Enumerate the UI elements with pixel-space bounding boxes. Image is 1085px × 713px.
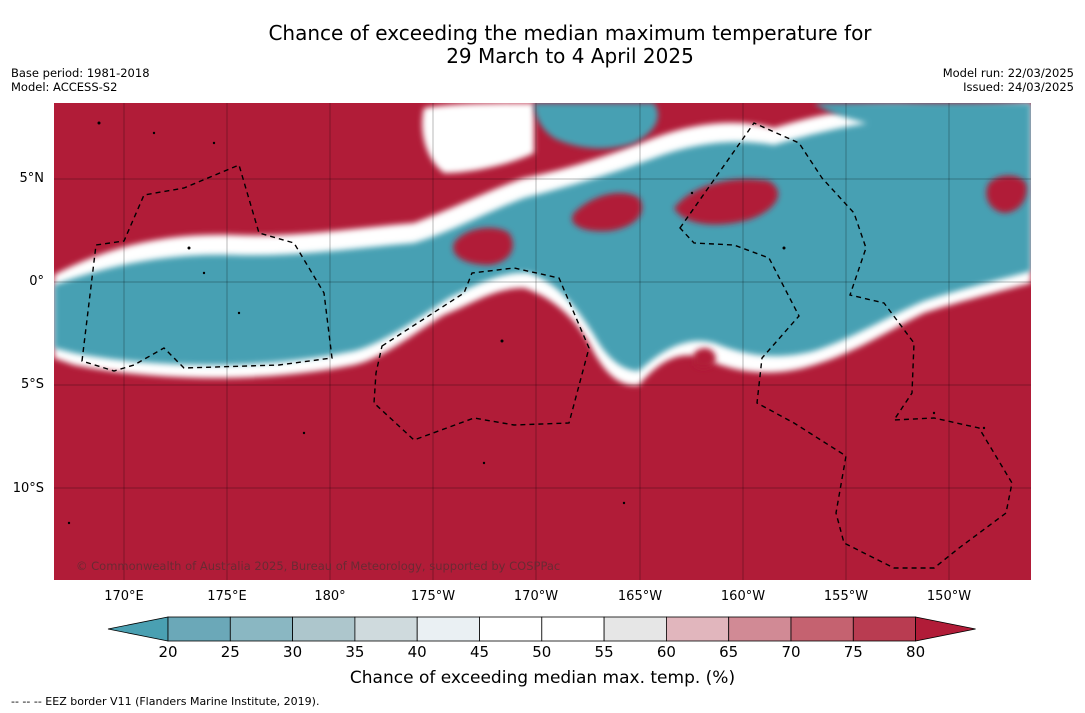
colorbar-tick-label: 30	[283, 643, 303, 661]
colorbar-cell	[479, 616, 543, 642]
chart-title: Chance of exceeding the median maximum t…	[0, 22, 1085, 68]
colorbar-tick-label: 45	[469, 643, 490, 661]
eez-legend-note: -- -- -- EEZ border V11 (Flanders Marine…	[11, 695, 320, 708]
colorbar-tick-label: 20	[158, 643, 178, 661]
title-line-2: 29 March to 4 April 2025	[446, 44, 694, 68]
colorbar-tick-label: 60	[656, 643, 676, 661]
model-run: Model run: 22/03/2025	[942, 66, 1074, 80]
lon-label-150w: 150°W	[926, 589, 972, 604]
colorbar-cell	[541, 616, 605, 642]
lon-label-175e: 175°E	[207, 589, 247, 604]
base-period: Base period: 1981-2018	[11, 66, 150, 80]
lat-label-10s: 10°S	[12, 481, 44, 496]
colorbar-tick-label: 25	[220, 643, 240, 661]
meta-left: Base period: 1981-2018 Model: ACCESS-S2	[11, 66, 150, 94]
lon-label-165w: 165°W	[617, 589, 663, 604]
forecast-map: © Commonwealth of Australia 2025, Bureau…	[54, 103, 1031, 580]
colorbar-tick-label: 35	[345, 643, 365, 661]
lon-label-155w: 155°W	[823, 589, 869, 604]
colorbar-tick-label: 80	[906, 643, 926, 661]
map-field	[54, 103, 1031, 580]
colorbar-cell	[666, 616, 730, 642]
colorbar-tick-label: 65	[719, 643, 739, 661]
lon-label-180: 180°	[314, 589, 346, 604]
colorbar-extend-high	[915, 616, 976, 642]
colorbar-cell	[229, 616, 294, 642]
lat-label-5s: 5°S	[20, 377, 44, 392]
graticule	[54, 103, 1031, 580]
eez-borders	[81, 122, 1013, 569]
islands	[67, 121, 986, 525]
colorbar-cell	[354, 616, 418, 642]
title-line-1: Chance of exceeding the median maximum t…	[268, 21, 872, 45]
colorbar-cell	[603, 616, 667, 642]
colorbar-extend-low	[107, 616, 169, 642]
colorbar-cell	[167, 616, 231, 642]
lat-label-5n: 5°N	[19, 171, 45, 186]
colorbar-cell	[790, 616, 854, 642]
colorbar-tick-label: 75	[843, 643, 863, 661]
colorbar-cell	[852, 616, 916, 642]
colorbar-tick-label: 55	[594, 643, 614, 661]
lon-label-170e: 170°E	[104, 589, 144, 604]
lon-label-175w: 175°W	[410, 589, 456, 604]
lat-label-0: 0°	[29, 274, 44, 289]
lon-label-170w: 170°W	[513, 589, 559, 604]
colorbar-tick-label: 70	[781, 643, 801, 661]
colorbar-cells	[107, 616, 976, 642]
colorbar-cell	[416, 616, 480, 642]
issued-date: Issued: 24/03/2025	[963, 80, 1074, 94]
lon-label-160w: 160°W	[720, 589, 766, 604]
model-name: Model: ACCESS-S2	[11, 80, 118, 94]
colorbar-cell	[292, 616, 356, 642]
colorbar-tick-label: 50	[532, 643, 552, 661]
colorbar-label: Chance of exceeding median max. temp. (%…	[349, 668, 736, 688]
copyright-notice: © Commonwealth of Australia 2025, Bureau…	[76, 559, 561, 573]
colorbar-tick-label: 40	[407, 643, 427, 661]
colorbar	[107, 616, 976, 642]
warm-pockets	[453, 175, 1027, 369]
colorbar-cell	[728, 616, 792, 642]
meta-right: Model run: 22/03/2025 Issued: 24/03/2025	[943, 66, 1074, 94]
below-median-zone	[54, 103, 1031, 371]
